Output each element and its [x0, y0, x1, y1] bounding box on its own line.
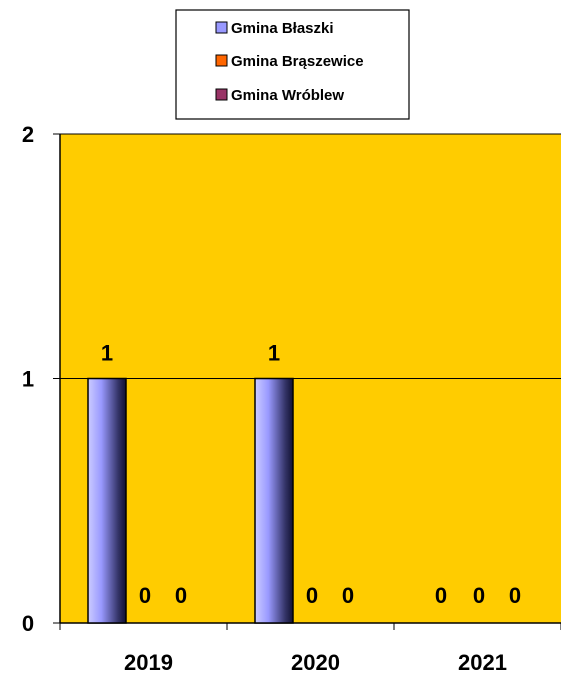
legend: Gmina Błaszki Gmina Brąszewice Gmina Wróbl…: [175, 9, 410, 120]
data-label-1-2019: 1: [101, 341, 113, 366]
data-label-1-2020: 1: [268, 341, 280, 366]
data-label-3-2020: 0: [342, 583, 354, 608]
legend-swatch-1: [215, 21, 228, 34]
y-tick-label-0: 0: [22, 611, 34, 636]
bar-1-2019: [87, 377, 127, 624]
legend-swatch-2: [215, 54, 228, 67]
legend-box: [175, 9, 410, 120]
data-label-2-2020: 0: [306, 583, 318, 608]
y-tick-label-1: 1: [22, 367, 34, 392]
legend-label-1: Gmina Błaszki: [231, 20, 334, 37]
bar-1-2020: [254, 377, 294, 624]
legend-label-2: Gmina Brąszewice: [231, 53, 364, 70]
legend-label-3: Gmina Wróblew: [231, 87, 344, 104]
x-tick-label-2020: 2020: [291, 650, 340, 675]
data-label-2-2019: 0: [139, 583, 151, 608]
data-label-3-2019: 0: [175, 583, 187, 608]
x-tick-label-2019: 2019: [124, 650, 173, 675]
data-label-1-2021: 0: [435, 583, 447, 608]
data-label-3-2021: 0: [509, 583, 521, 608]
y-tick-label-2: 2: [22, 122, 34, 147]
x-tick-label-2021: 2021: [458, 650, 507, 675]
data-label-2-2021: 0: [473, 583, 485, 608]
legend-swatch-3: [215, 88, 228, 101]
